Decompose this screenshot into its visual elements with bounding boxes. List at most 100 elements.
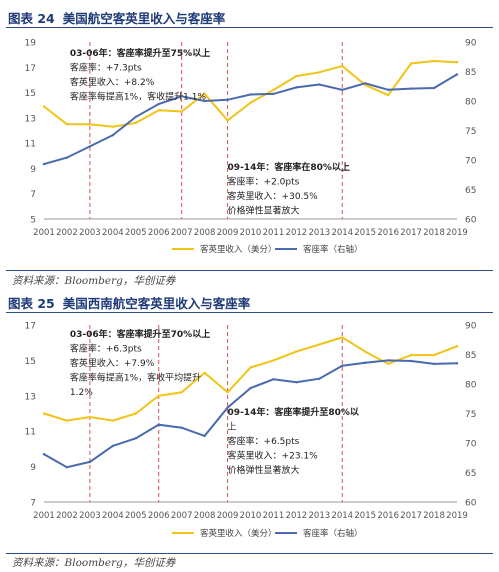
series-point-load-factor — [432, 362, 436, 366]
series-point-load-factor — [249, 386, 252, 390]
series-point-revenue — [88, 122, 92, 126]
series-point-load-factor — [455, 73, 459, 76]
annotation-line: 09-14年：客座率提升至80%以 — [228, 406, 359, 418]
y-left-tick-label: 19 — [25, 39, 37, 49]
y-right-tick-label: 70 — [465, 157, 477, 167]
y-left-tick-label: 11 — [25, 140, 36, 150]
annotation-line: 客英里收入：+30.5% — [228, 190, 319, 202]
series-point-revenue — [111, 125, 115, 128]
series-point-revenue — [111, 419, 115, 422]
series-point-revenue — [226, 391, 229, 394]
series-point-revenue — [341, 64, 344, 68]
legend-label: 客英里收入（美分） — [200, 528, 277, 539]
figure-25-bottom-rule — [6, 553, 493, 554]
figure-24-title-rule — [6, 27, 493, 28]
x-tick-label: 2012 — [286, 228, 308, 238]
series-point-revenue — [409, 353, 413, 357]
series-point-revenue — [318, 343, 321, 346]
annotation-line: 03-06年：客座率提升至70%以上 — [70, 328, 210, 340]
x-tick-label: 2002 — [56, 511, 78, 521]
chart-airline-southwest: 7 9 11 13 15 17 60 65 70 75 80 85 90 2001 2002 2003 2004… — [25, 322, 477, 540]
series-point-load-factor — [88, 145, 92, 148]
series-point-load-factor — [157, 102, 160, 106]
y-left-tick-label: 5 — [30, 216, 36, 226]
series-point-load-factor — [455, 362, 459, 365]
x-tick-label: 2009 — [217, 511, 239, 521]
series-point-revenue — [203, 92, 206, 96]
x-tick-label: 2014 — [331, 511, 353, 521]
y-left-tick-label: 9 — [30, 463, 36, 473]
series-point-revenue — [341, 336, 344, 339]
series-point-revenue — [295, 350, 298, 353]
series-point-revenue — [249, 366, 252, 369]
y-right-tick-label: 80 — [465, 381, 477, 391]
series-point-load-factor — [272, 378, 275, 381]
y-left-tick-label: 11 — [25, 428, 36, 438]
series-point-load-factor — [272, 92, 275, 96]
series-point-load-factor — [341, 88, 344, 91]
y-right-tick-label: 65 — [465, 469, 476, 479]
figure-24-title: 图表 24 美国航空客英里收入与客座率 — [8, 8, 225, 27]
annotation-line: 1.2% — [70, 388, 93, 398]
series-point-load-factor — [134, 437, 137, 440]
series-point-load-factor — [65, 156, 69, 159]
series-point-revenue — [249, 101, 252, 104]
series-point-revenue — [157, 109, 160, 112]
series-point-revenue — [65, 122, 69, 126]
x-tick-label: 2007 — [171, 511, 193, 521]
x-tick-label: 2018 — [423, 228, 445, 238]
series-point-load-factor — [386, 88, 390, 91]
x-tick-label: 2011 — [263, 228, 285, 238]
y-right-tick-label: 75 — [465, 127, 476, 137]
series-point-load-factor — [65, 465, 69, 469]
y-right-tick-label: 65 — [465, 186, 476, 196]
series-point-revenue — [432, 353, 436, 357]
series-point-revenue — [180, 110, 183, 113]
x-tick-label: 2002 — [56, 228, 78, 238]
series-point-load-factor — [157, 423, 160, 426]
series-point-revenue — [386, 362, 390, 366]
y-right-tick-label: 85 — [465, 68, 476, 78]
figure-25-heading: 美国西南航空客英里收入与客座率 — [62, 296, 251, 311]
y-left-tick-label: 15 — [25, 89, 36, 99]
x-tick-label: 2007 — [171, 228, 193, 238]
x-tick-label: 2005 — [125, 228, 147, 238]
series-point-load-factor — [341, 364, 344, 367]
series-point-revenue — [134, 412, 137, 415]
annotation-line: 客英里收入：+23.1% — [228, 450, 319, 462]
x-tick-label: 2001 — [33, 228, 55, 238]
figure-24-bottom-rule — [6, 270, 493, 271]
x-tick-label: 2013 — [309, 228, 331, 238]
series-point-load-factor — [226, 406, 229, 409]
y-right-tick-label: 70 — [465, 440, 477, 450]
x-tick-label: 2012 — [286, 511, 308, 521]
series-point-load-factor — [88, 460, 92, 464]
x-tick-label: 2016 — [377, 511, 399, 521]
annotation-line: 客座率每提高1%，客收平均提升 — [70, 372, 201, 384]
y-right-tick-label: 90 — [465, 39, 477, 49]
figure-24-source: 资料来源：Bloomberg，华创证券 — [12, 275, 176, 287]
series-point-load-factor — [111, 444, 115, 448]
series-point-load-factor — [409, 87, 413, 90]
series-point-load-factor — [295, 86, 298, 89]
series-point-revenue — [386, 93, 390, 97]
figure-25-source: 资料来源：Bloomberg，华创证券 — [12, 557, 176, 569]
y-left-tick-label: 15 — [25, 357, 36, 367]
x-tick-label: 2013 — [309, 511, 331, 521]
x-tick-label: 2016 — [377, 228, 399, 238]
series-point-revenue — [295, 74, 298, 78]
series-point-load-factor — [249, 93, 252, 96]
x-tick-label: 2003 — [79, 228, 101, 238]
series-point-revenue — [42, 412, 46, 415]
x-tick-label: 2004 — [102, 511, 124, 521]
series-point-load-factor — [180, 95, 183, 98]
y-left-tick-label: 17 — [25, 64, 36, 74]
y-left-tick-label: 7 — [30, 499, 36, 509]
y-left-tick-label: 9 — [30, 165, 36, 175]
annotation-line: 客座率每提高1%，客收提升1.1% — [70, 91, 207, 103]
series-point-load-factor — [42, 453, 46, 456]
series-point-load-factor — [226, 98, 229, 102]
figure-25-title-rule — [6, 312, 493, 313]
series-point-load-factor — [295, 381, 298, 384]
